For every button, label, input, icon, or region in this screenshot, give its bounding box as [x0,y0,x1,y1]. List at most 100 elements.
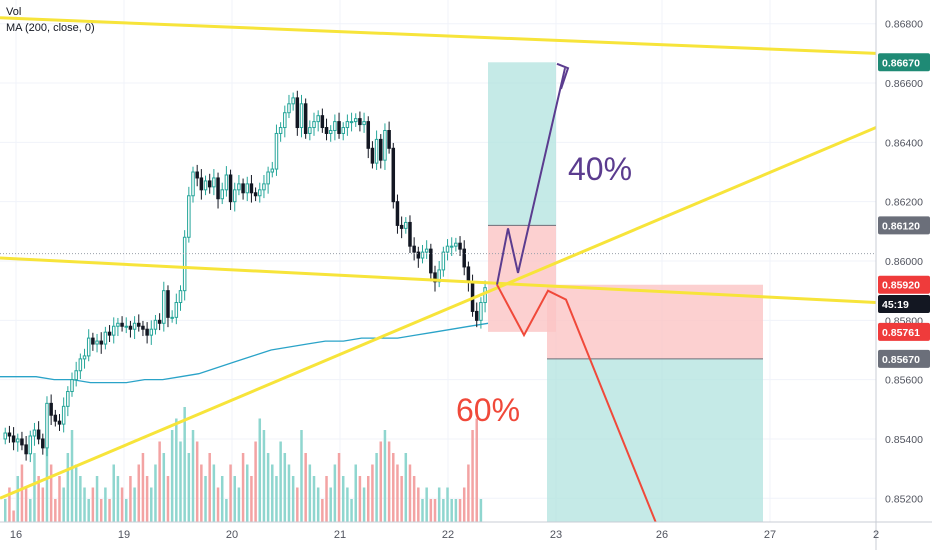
candle-body [245,183,250,194]
volume-bar [187,453,191,522]
time-tick-label[interactable]: 23 [550,529,562,541]
volume-bar [158,441,161,522]
price-tick-label[interactable]: 0.86000 [885,256,923,268]
candle-body [349,121,354,124]
upper-trendline[interactable] [0,16,877,55]
volume-bar [417,487,420,522]
candle-body [182,236,187,292]
horizontal-support-trendline[interactable] [0,256,877,305]
time-tick-label[interactable]: 20 [226,529,238,541]
candle-body [420,251,425,259]
candle-body [157,319,162,324]
volume-bar [350,499,353,522]
candle-body [237,183,241,191]
price-axis-panel [876,0,932,550]
volume-bar [29,499,32,522]
candle-body [479,302,483,321]
candle-body [253,192,258,197]
price-label-box[interactable] [878,53,930,72]
price-label-box[interactable] [878,275,930,294]
candle-body [53,414,58,422]
rising-trendline[interactable] [0,126,877,500]
bullish-scenario-arrow[interactable] [496,67,566,285]
volume-bar [104,487,107,522]
price-tick-label[interactable]: 0.86400 [885,137,923,149]
time-tick-label[interactable]: 2 [873,529,879,541]
candle-body [324,127,329,134]
volume-bar [16,476,20,522]
candle-body [370,147,375,164]
candle-body [57,420,62,425]
volume-bar [467,464,470,522]
candle-body [120,322,124,327]
candle-body [141,325,145,330]
volume-bar [66,453,70,522]
candle-body [145,328,149,336]
price-tick-label[interactable]: 0.86600 [885,78,923,90]
volume-bar [112,464,115,522]
volume-bar [404,453,408,522]
candle-body [178,290,183,304]
volume-bar [166,476,170,522]
volume-bar [437,487,441,522]
volume-bar [400,476,403,522]
price-label-box[interactable] [878,322,930,341]
price-tick-label[interactable]: 0.86200 [885,197,923,209]
long-target-zone[interactable] [488,62,556,226]
price-label-box[interactable] [878,349,930,368]
volume-bar [300,430,303,522]
volume-bar [195,441,199,522]
candle-body [174,302,179,318]
legend-ma[interactable]: MA (200, close, 0) [6,22,95,34]
short-stop-zone[interactable] [547,284,763,359]
candle-body [107,331,112,336]
time-tick-label[interactable]: 26 [656,529,668,541]
volume-bar [479,499,483,522]
volume-bar [325,476,328,522]
volume-bar [329,487,332,522]
candle-body [91,337,95,345]
price-label-box[interactable] [878,295,930,314]
ma200-line [0,322,489,384]
price-label-text: 45:19 [882,299,909,311]
candle-body [412,245,416,253]
volume-bar [321,499,324,522]
volume-bar [79,476,82,522]
candle-body [462,248,466,268]
volume-bar [129,476,132,522]
short-target-zone[interactable] [547,358,763,522]
volume-bar [425,487,428,522]
candle-body [320,115,325,129]
candle-body [70,379,74,392]
time-tick-label[interactable]: 22 [442,529,454,541]
candle-body [308,127,312,134]
volume-bar [125,499,128,522]
volume-bar [20,464,24,522]
price-tick-label[interactable]: 0.85600 [885,375,923,387]
volume-bar [458,499,462,522]
time-tick-label[interactable]: 27 [764,529,776,541]
price-tick-label[interactable]: 0.86800 [885,19,923,31]
volume-bar [341,476,345,522]
legend-vol[interactable]: Vol [6,6,22,18]
time-tick-label[interactable]: 19 [118,529,130,541]
candle-body [291,97,295,105]
candle-body [408,221,412,247]
candle-body [258,189,262,197]
candle-body [224,174,229,191]
volume-bar [204,476,207,522]
time-tick-label[interactable]: 21 [334,529,346,541]
drawing-layer[interactable] [0,16,877,529]
candle-body [249,183,254,194]
price-tick-label[interactable]: 0.85200 [885,493,923,505]
price-tick-label[interactable]: 0.85400 [885,434,923,446]
price-label-box[interactable] [878,216,930,235]
time-tick-label[interactable]: 16 [10,529,22,541]
zone-layer [488,62,763,522]
candle-body [262,183,266,191]
candle-body [111,325,116,336]
bearish-scenario-arrow[interactable] [496,284,659,529]
